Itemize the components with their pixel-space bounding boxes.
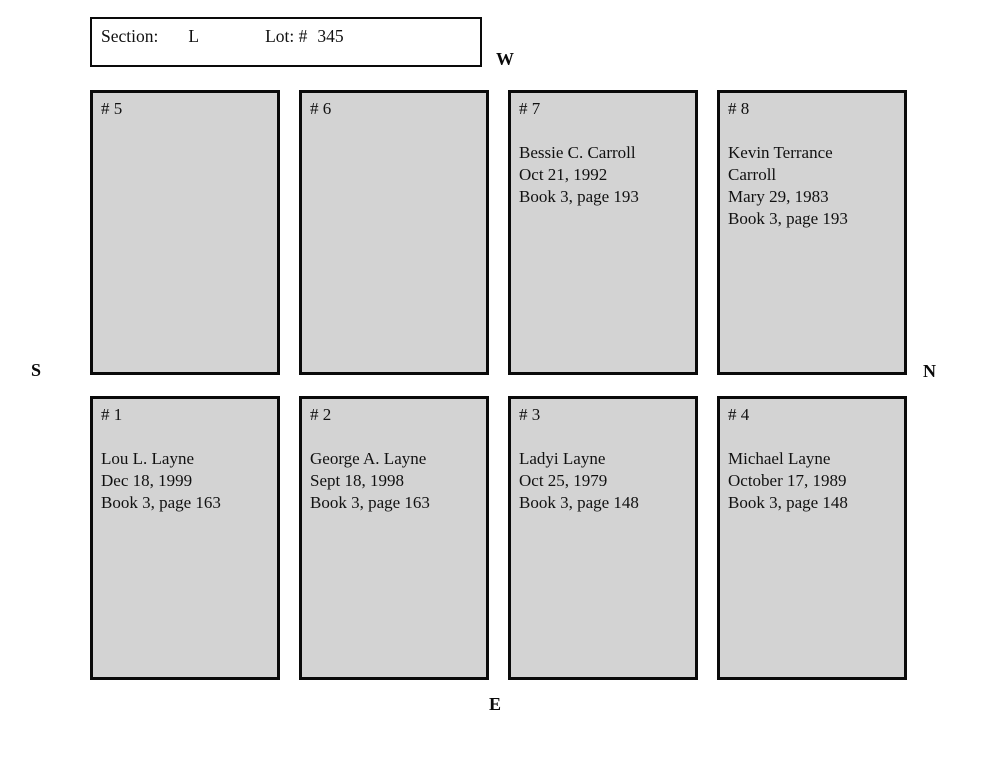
plot-info-line: Book 3, page 148 <box>519 493 639 512</box>
plot-info: Kevin Terrance Carroll Mary 29, 1983 Book 3… <box>728 142 896 230</box>
compass-east-label: E <box>489 694 502 714</box>
plot-5: # 5 <box>90 90 280 375</box>
plot-info-line: Michael Layne <box>728 449 831 468</box>
plot-info: Lou L. Layne Dec 18, 1999 Book 3, page 163 <box>101 448 269 514</box>
plot-info-line: Kevin Terrance <box>728 143 833 162</box>
plot-info: Bessie C. Carroll Oct 21, 1992 Book 3, pag… <box>519 142 687 208</box>
lot-label: Lot: # <box>265 26 308 46</box>
plot-info-line: Ladyi Layne <box>519 449 606 468</box>
plot-info: George A. Layne Sept 18, 1998 Book 3, page… <box>310 448 478 514</box>
plot-info-line: George A. Layne <box>310 449 427 468</box>
plot-info-line: Book 3, page 163 <box>310 493 430 512</box>
plot-info-line: Mary 29, 1983 <box>728 187 829 206</box>
plot-1: # 1 Lou L. Layne Dec 18, 1999 Book 3, page … <box>90 396 280 680</box>
plot-number: # 5 <box>101 99 123 118</box>
plot-7: # 7 Bessie C. Carroll Oct 21, 1992 Book 3, … <box>508 90 698 375</box>
compass-north-label: N <box>923 361 936 381</box>
plot-grid: # 5 # 6 # 7 Bessie C. Carroll Oct 21, 1992 Bo… <box>90 90 907 680</box>
lot-value: 345 <box>317 26 344 46</box>
plot-info-line: Oct 21, 1992 <box>519 165 608 184</box>
plot-info-line: Oct 25, 1979 <box>519 471 608 490</box>
plot-info-line: Dec 18, 1999 <box>101 471 193 490</box>
compass-west-label: W <box>496 49 514 69</box>
plot-number: # 3 <box>519 405 541 424</box>
compass-south-label: S <box>31 360 42 380</box>
plot-number: # 6 <box>310 99 332 118</box>
plot-4: # 4 Michael Layne October 17, 1989 Book 3, … <box>717 396 907 680</box>
plot-info: Michael Layne October 17, 1989 Book 3, pag… <box>728 448 896 514</box>
plot-2: # 2 George A. Layne Sept 18, 1998 Book 3, p… <box>299 396 489 680</box>
section-label: Section: <box>101 26 159 46</box>
plot-number: # 4 <box>728 405 750 424</box>
plot-info-line: Bessie C. Carroll <box>519 143 636 162</box>
plot-3: # 3 Ladyi Layne Oct 25, 1979 Book 3, page 1… <box>508 396 698 680</box>
section-value: L <box>188 26 200 46</box>
plot-number: # 8 <box>728 99 750 118</box>
plot-info-line: Sept 18, 1998 <box>310 471 404 490</box>
plot-info-line: Book 3, page 193 <box>728 209 848 228</box>
plot-info-line: October 17, 1989 <box>728 471 847 490</box>
plot-number: # 1 <box>101 405 123 424</box>
plot-info-line: Book 3, page 163 <box>101 493 221 512</box>
plot-6: # 6 <box>299 90 489 375</box>
plot-info-line: Carroll <box>728 165 777 184</box>
section-lot-header: Section: L Lot: # 345 <box>90 17 482 67</box>
plot-8: # 8 Kevin Terrance Carroll Mary 29, 1983 Boo… <box>717 90 907 375</box>
plot-number: # 2 <box>310 405 332 424</box>
plot-info-line: Book 3, page 148 <box>728 493 848 512</box>
plot-info: Ladyi Layne Oct 25, 1979 Book 3, page 148 <box>519 448 687 514</box>
plot-info-line: Book 3, page 193 <box>519 187 639 206</box>
plot-info-line: Lou L. Layne <box>101 449 194 468</box>
plot-number: # 7 <box>519 99 541 118</box>
